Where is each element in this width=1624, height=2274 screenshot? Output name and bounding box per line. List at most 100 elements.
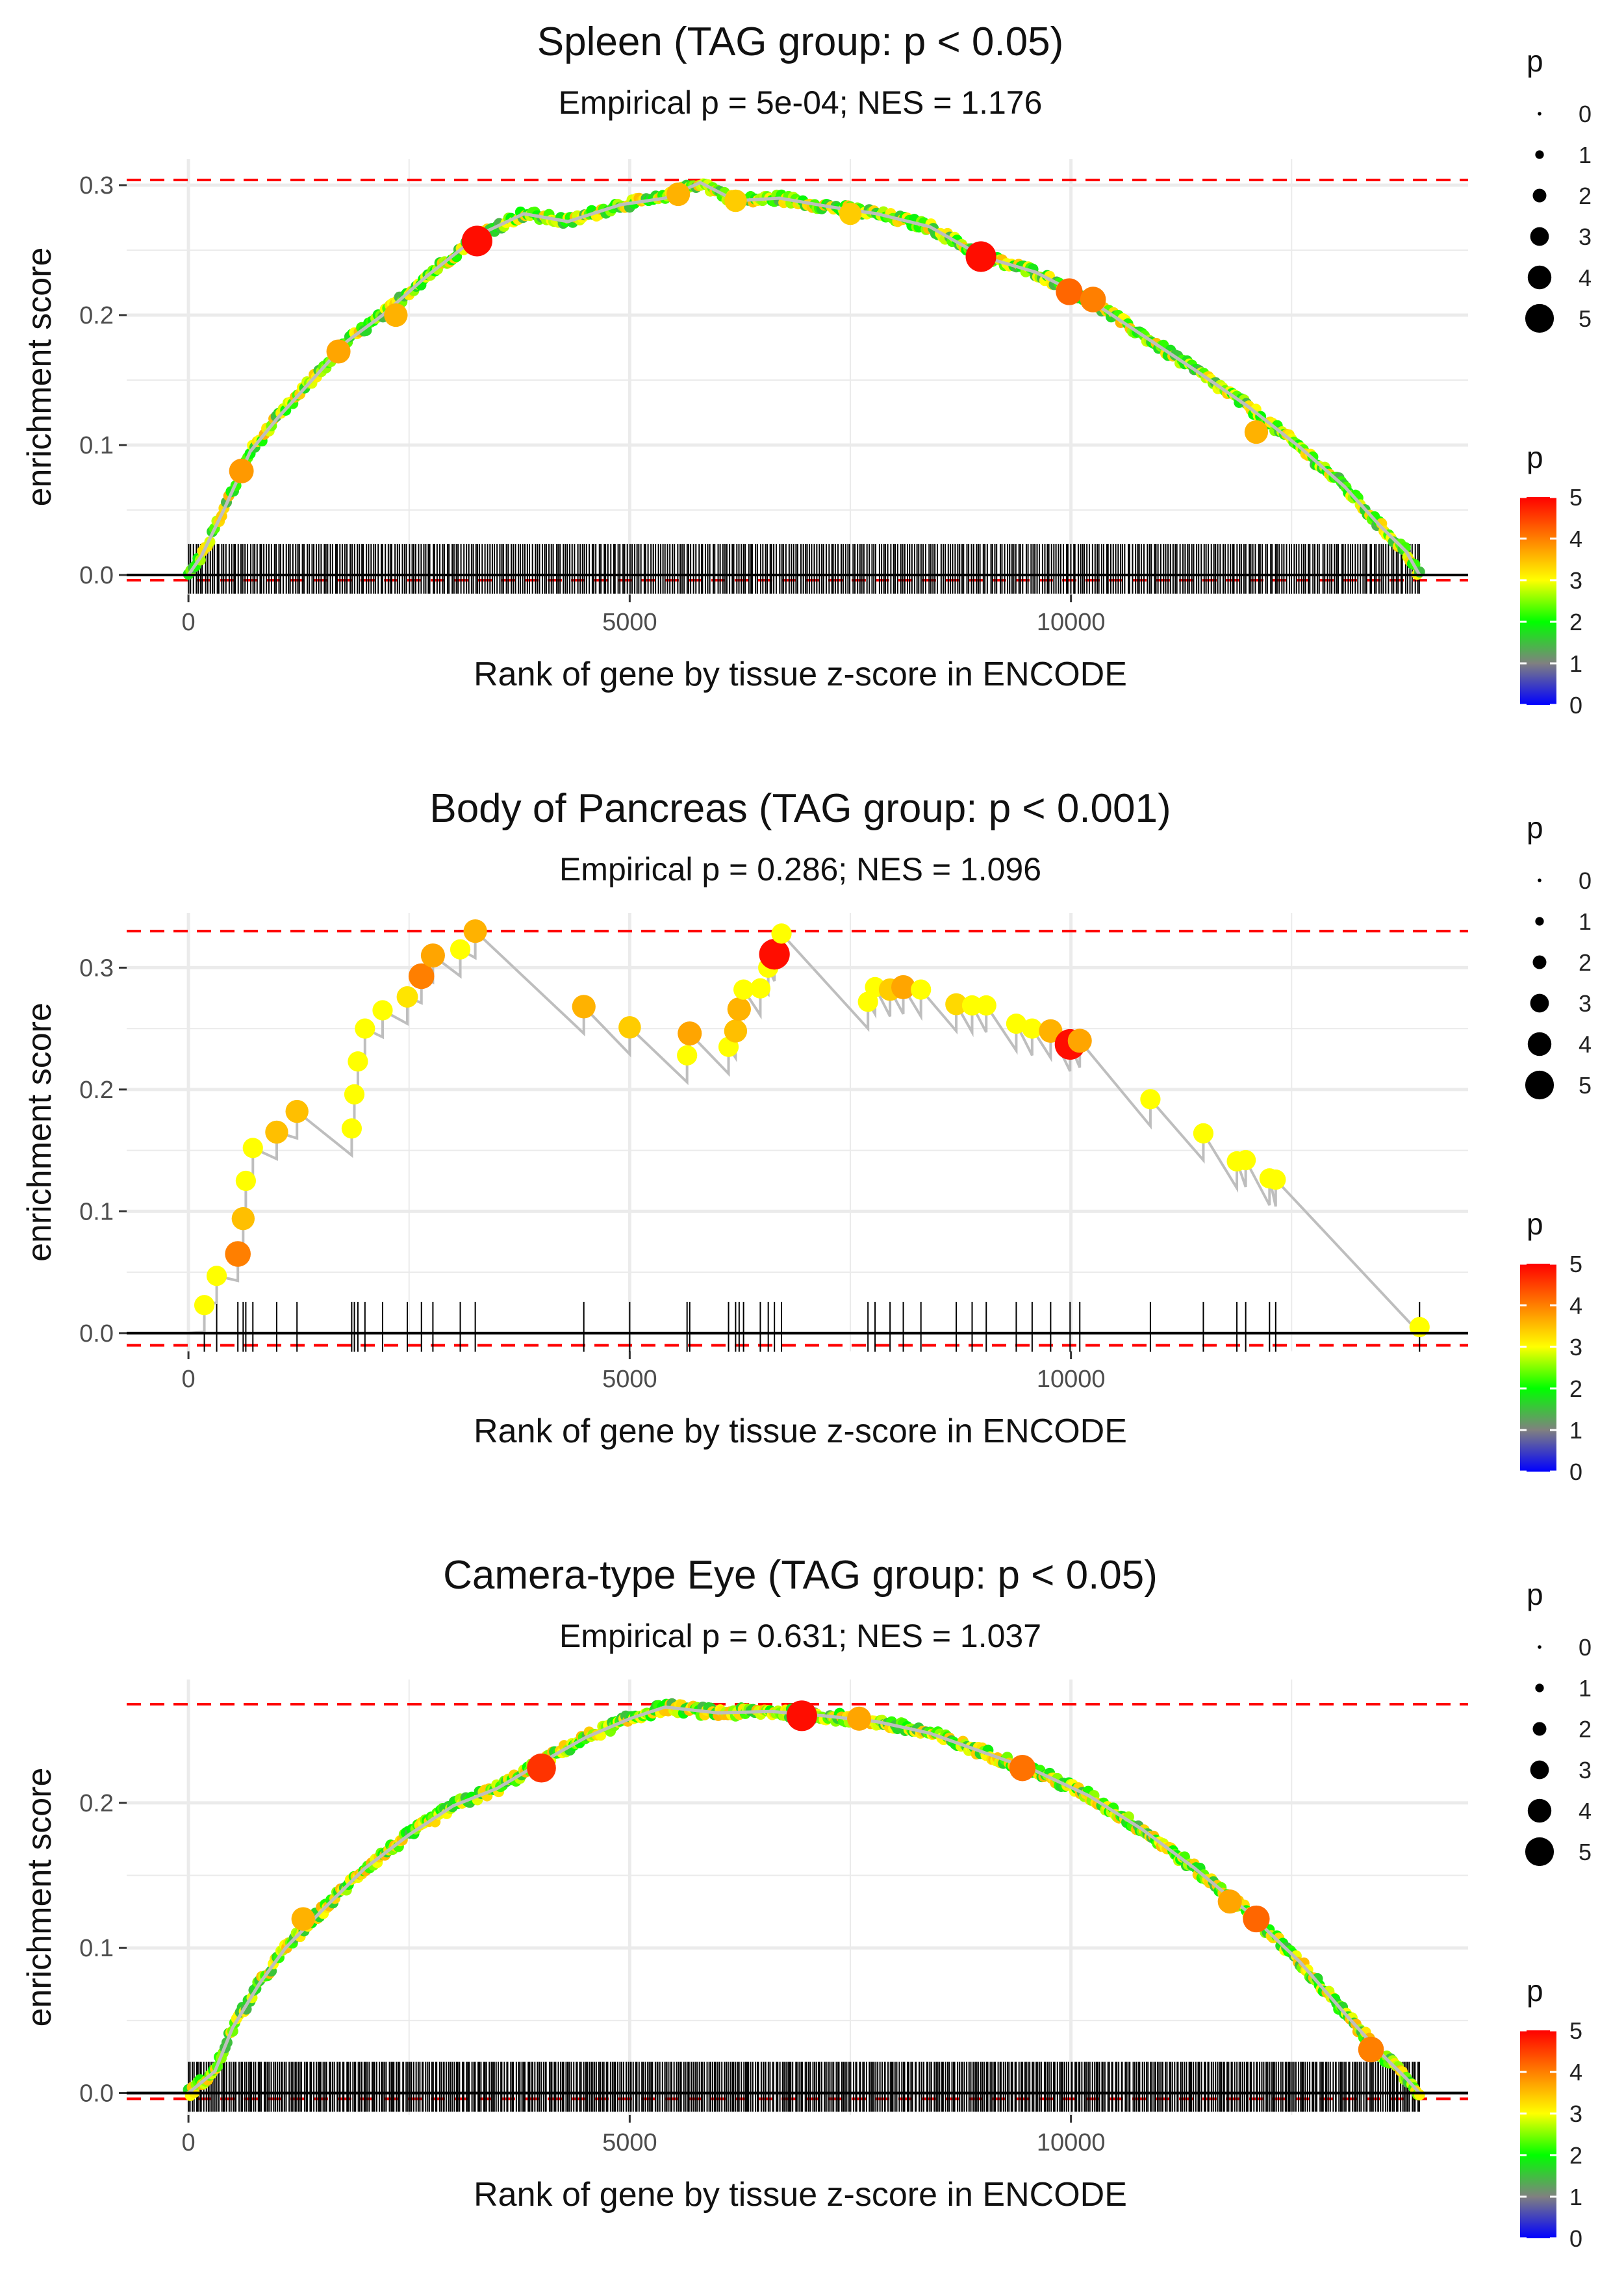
highlight-point — [291, 1907, 315, 1931]
size-legend-label: 2 — [1579, 949, 1592, 976]
size-legend-dot — [1538, 878, 1542, 882]
size-legend-label: 3 — [1579, 990, 1592, 1017]
data-point — [355, 1018, 375, 1039]
data-point — [265, 1120, 288, 1144]
size-legend-label: 2 — [1579, 183, 1592, 209]
data-point — [1193, 1123, 1214, 1143]
size-legend-dot — [1532, 188, 1547, 203]
highlight-point — [839, 202, 862, 225]
x-tick-label: 5000 — [602, 2129, 657, 2156]
chart-subtitle: Empirical p = 0.631; NES = 1.037 — [559, 1618, 1041, 1654]
x-tick-label: 10000 — [1037, 1366, 1106, 1393]
data-point — [225, 1241, 251, 1267]
highlight-point — [1244, 420, 1269, 444]
color-legend-title: p — [1527, 1207, 1543, 1241]
highlight-point — [786, 1700, 817, 1731]
x-axis-label: Rank of gene by tissue z-score in ENCODE — [474, 1412, 1127, 1450]
data-point — [1399, 542, 1411, 554]
data-point — [572, 995, 596, 1019]
x-tick-label: 0 — [182, 1366, 196, 1393]
data-point — [677, 1045, 698, 1066]
x-axis-label: Rank of gene by tissue z-score in ENCODE — [474, 656, 1127, 693]
size-legend-dot — [1525, 303, 1554, 333]
y-tick-label: 0.1 — [79, 1198, 114, 1225]
data-point — [733, 979, 754, 1000]
size-legend-label: 5 — [1579, 1839, 1592, 1865]
y-tick-label: 0.2 — [79, 1790, 114, 1817]
data-point — [759, 939, 790, 970]
chart-title: Camera-type Eye (TAG group: p < 0.05) — [443, 1553, 1158, 1598]
data-point — [891, 975, 916, 999]
data-point — [727, 997, 751, 1021]
size-legend-label: 0 — [1579, 101, 1592, 127]
chart-subtitle: Empirical p = 0.286; NES = 1.096 — [559, 851, 1041, 888]
data-point — [194, 1295, 215, 1316]
data-point — [231, 1207, 255, 1231]
size-legend-label: 2 — [1579, 1716, 1592, 1743]
highlight-point — [666, 182, 691, 207]
data-point — [1022, 1018, 1043, 1039]
data-point — [242, 1138, 263, 1158]
highlight-point — [229, 459, 254, 483]
size-legend-title: p — [1527, 1578, 1543, 1611]
data-point — [618, 1016, 641, 1039]
x-axis-label: Rank of gene by tissue z-score in ENCODE — [474, 2176, 1127, 2214]
data-point — [1006, 1014, 1027, 1034]
data-point — [450, 939, 471, 960]
data-point — [961, 995, 983, 1016]
highlight-point — [1080, 287, 1106, 313]
color-legend-label: 2 — [1569, 1375, 1582, 1402]
color-legend-label: 0 — [1569, 692, 1582, 719]
data-point — [1265, 1169, 1286, 1190]
gene-points — [183, 178, 1425, 580]
color-legend-label: 5 — [1569, 1251, 1582, 1277]
size-legend-dot — [1525, 1070, 1554, 1100]
data-point — [771, 923, 792, 944]
size-legend-title: p — [1527, 811, 1543, 845]
data-point — [750, 978, 771, 999]
color-legend-label: 5 — [1569, 2017, 1582, 2044]
size-legend-dot — [1530, 993, 1549, 1013]
y-axis-label: enrichment score — [21, 248, 58, 507]
size-legend-label: 3 — [1579, 224, 1592, 250]
x-tick-label: 0 — [182, 2129, 196, 2156]
size-legend-label: 3 — [1579, 1757, 1592, 1783]
color-legend-title: p — [1527, 1974, 1543, 2008]
y-tick-label: 0.1 — [79, 1935, 114, 1962]
size-legend-dot — [1532, 1722, 1547, 1736]
data-point — [1067, 1028, 1092, 1053]
color-legend-label: 0 — [1569, 2225, 1582, 2252]
size-legend-dot — [1538, 1645, 1542, 1649]
color-legend-label: 5 — [1569, 484, 1582, 511]
data-point — [976, 995, 996, 1016]
y-tick-label: 0.0 — [79, 2080, 114, 2108]
chart-panel-3: Camera-type Eye (TAG group: p < 0.05) Emp… — [21, 1553, 1592, 2252]
data-point — [206, 1266, 227, 1286]
size-legend-label: 4 — [1579, 1798, 1592, 1824]
chart-panel-2: Body of Pancreas (TAG group: p < 0.001) E… — [21, 786, 1592, 1485]
y-tick-label: 0.0 — [79, 562, 114, 589]
highlight-point — [1358, 2036, 1384, 2063]
data-point — [420, 943, 445, 968]
color-legend-label: 3 — [1569, 2101, 1582, 2127]
size-legend-dot — [1530, 1760, 1549, 1780]
data-point — [372, 1000, 393, 1021]
x-tick-label: 0 — [182, 609, 196, 636]
gene-rug — [188, 544, 1420, 594]
chart-title: Body of Pancreas (TAG group: p < 0.001) — [429, 786, 1171, 831]
highlight-point — [527, 1753, 556, 1783]
color-legend-bar — [1520, 497, 1556, 705]
size-legend-label: 1 — [1579, 1675, 1592, 1702]
y-tick-label: 0.3 — [79, 954, 114, 982]
y-axis-label: enrichment score — [21, 1003, 58, 1262]
x-tick-label: 5000 — [602, 1366, 657, 1393]
size-legend-dot — [1530, 227, 1549, 246]
x-tick-label: 10000 — [1037, 2129, 1106, 2156]
data-point — [1140, 1089, 1161, 1110]
size-legend-label: 4 — [1579, 1031, 1592, 1058]
size-legend-dot — [1527, 1798, 1552, 1823]
highlight-point — [965, 241, 996, 272]
color-legend-label: 2 — [1569, 2142, 1582, 2169]
